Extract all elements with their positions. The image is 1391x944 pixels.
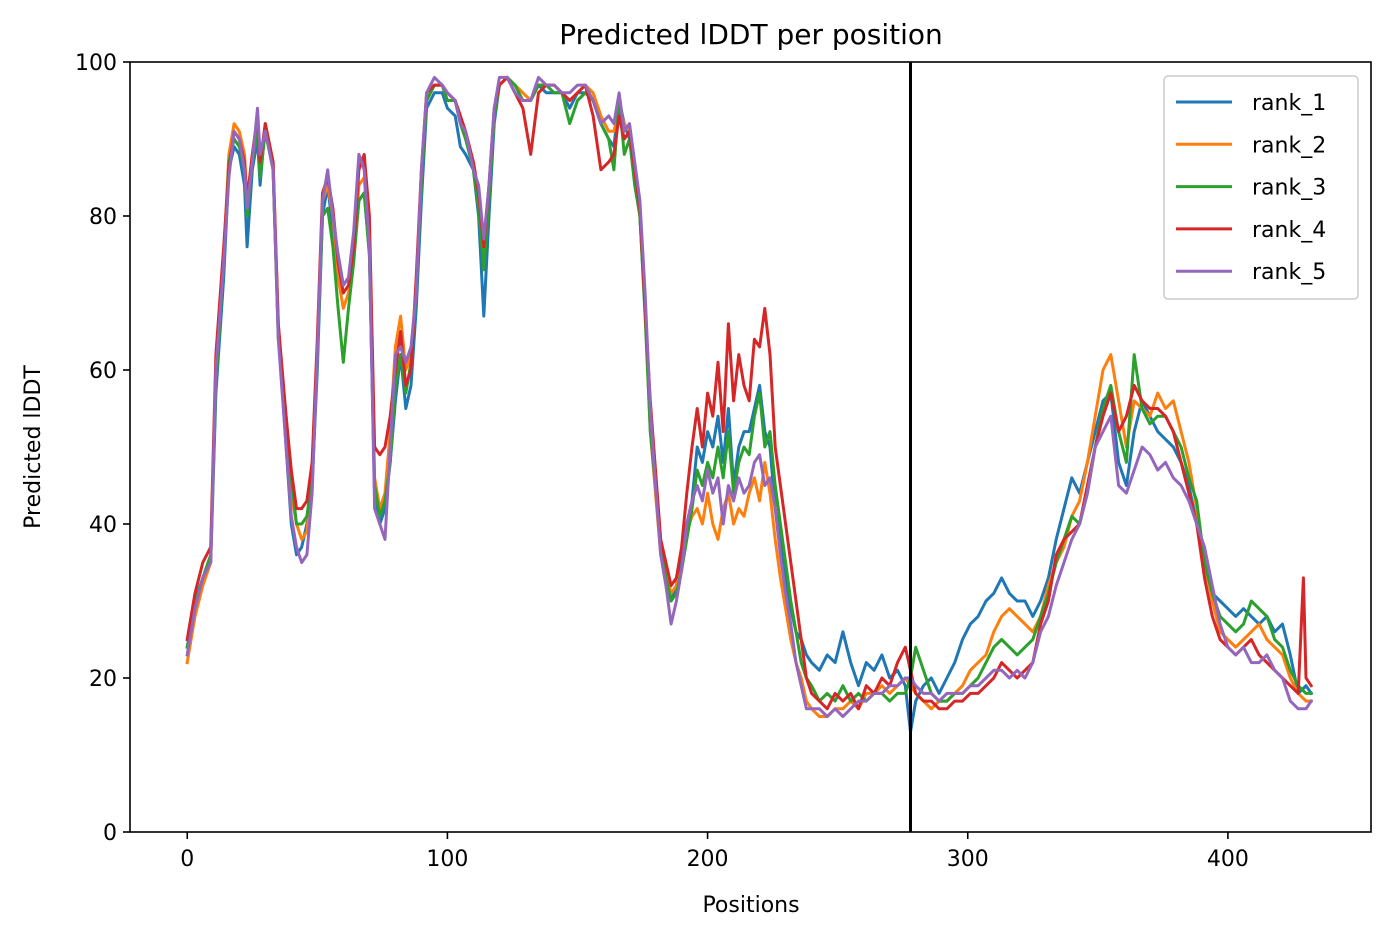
x-tick-label: 400	[1207, 847, 1249, 872]
legend-label-rank-2: rank_2	[1252, 133, 1326, 158]
legend-label-rank-1: rank_1	[1252, 91, 1326, 116]
x-axis-label: Positions	[702, 893, 799, 918]
y-axis: 0 20 40 60 80 100	[75, 51, 130, 846]
legend: rank_1 rank_2 rank_3 rank_4 rank_5	[1163, 75, 1359, 300]
y-tick-label: 100	[75, 51, 117, 76]
x-axis: 0 100 200 300 400	[180, 832, 1249, 872]
x-tick-label: 300	[947, 847, 989, 872]
y-tick-label: 80	[89, 205, 117, 230]
y-tick-label: 40	[89, 513, 117, 538]
legend-label-rank-3: rank_3	[1252, 176, 1326, 201]
y-axis-label: Predicted lDDT	[21, 365, 46, 529]
x-tick-label: 0	[180, 847, 194, 872]
y-tick-label: 60	[89, 359, 117, 384]
series-line-rank-5	[185, 75, 1314, 718]
series-line-rank-2	[185, 75, 1313, 718]
legend-label-rank-4: rank_4	[1252, 218, 1326, 243]
x-tick-label: 200	[687, 847, 729, 872]
plot-frame	[129, 61, 1372, 833]
y-tick-label: 20	[89, 667, 117, 692]
series-layer	[185, 75, 1314, 734]
legend-items: rank_1 rank_2 rank_3 rank_4 rank_5	[1176, 91, 1326, 285]
x-tick-label: 100	[426, 847, 468, 872]
legend-label-rank-5: rank_5	[1252, 260, 1326, 285]
y-tick-label: 0	[103, 821, 117, 846]
chart-title: Predicted lDDT per position	[559, 18, 943, 51]
legend-box	[1163, 75, 1359, 300]
